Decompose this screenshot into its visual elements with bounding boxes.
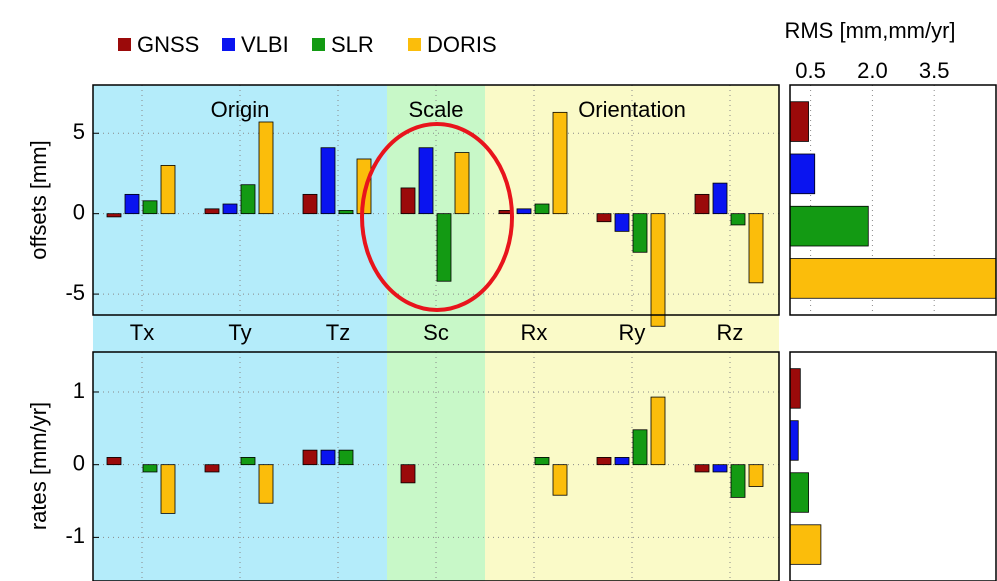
highlight-ellipse xyxy=(360,122,514,312)
bar xyxy=(142,200,158,215)
bar xyxy=(789,258,997,299)
legend-swatch xyxy=(118,38,131,51)
rates-frame xyxy=(92,351,780,581)
bar xyxy=(552,111,568,215)
x-tick-label: Rx xyxy=(521,320,548,345)
rms-rates-frame xyxy=(789,351,997,581)
bar xyxy=(124,193,140,215)
bar xyxy=(632,429,648,466)
y-tick-label: 0 xyxy=(73,199,85,224)
x-tick-label: 0.5 xyxy=(795,58,826,83)
bar xyxy=(596,213,612,223)
bar xyxy=(160,464,176,514)
y-axis-label: rates [mm/yr] xyxy=(26,402,51,530)
bar xyxy=(552,464,568,496)
x-tick-label: Tx xyxy=(130,320,154,345)
x-tick-label: Ry xyxy=(619,320,646,345)
bar xyxy=(748,213,764,284)
y-tick-label: 0 xyxy=(73,450,85,475)
bar xyxy=(320,147,336,215)
bar xyxy=(789,472,809,513)
legend-label: GNSS xyxy=(137,32,199,57)
bar xyxy=(258,121,274,215)
y-tick-label: 1 xyxy=(73,378,85,403)
rms-offsets-frame xyxy=(789,84,997,316)
x-tick-label: Tz xyxy=(326,320,350,345)
bar xyxy=(222,203,238,215)
bar xyxy=(694,464,710,473)
x-tick-label: Ty xyxy=(228,320,251,345)
frames xyxy=(92,84,997,581)
legend-label: VLBI xyxy=(241,32,289,57)
bar xyxy=(712,182,728,215)
x-tick-label: 3.5 xyxy=(919,58,950,83)
bar xyxy=(436,213,452,282)
bar xyxy=(338,210,354,215)
bar xyxy=(534,203,550,215)
bar xyxy=(142,464,158,473)
marks xyxy=(106,101,997,565)
bar xyxy=(240,457,256,466)
bar xyxy=(632,213,648,253)
y-tick-label: 5 xyxy=(73,119,85,144)
bar xyxy=(302,449,318,466)
bar xyxy=(400,464,416,484)
bar xyxy=(789,205,869,247)
x-tick-label: 2.0 xyxy=(857,58,888,83)
bar xyxy=(789,101,809,142)
bar xyxy=(789,368,801,409)
legend-label: SLR xyxy=(331,32,374,57)
x-tick-label: Rz xyxy=(717,320,744,345)
bar xyxy=(400,187,416,215)
y-axis-label: offsets [mm] xyxy=(26,140,51,259)
offsets-frame xyxy=(92,84,780,316)
bar xyxy=(240,184,256,215)
bar xyxy=(160,165,176,215)
bar xyxy=(730,213,746,226)
bar xyxy=(730,464,746,498)
y-tick-label: -1 xyxy=(65,523,85,548)
rms-title: RMS [mm,mm/yr] xyxy=(784,18,955,43)
bar xyxy=(204,464,220,473)
bar xyxy=(454,152,470,215)
region-label: Orientation xyxy=(578,97,686,122)
bar xyxy=(748,464,764,487)
region-label: Origin xyxy=(211,97,270,122)
bar xyxy=(596,457,612,466)
bar xyxy=(302,193,318,215)
bar xyxy=(650,396,666,466)
bar xyxy=(694,193,710,215)
bar xyxy=(258,464,274,504)
bar xyxy=(614,457,630,466)
grids xyxy=(93,85,935,581)
bar xyxy=(712,464,728,473)
bar xyxy=(338,449,354,466)
bar xyxy=(789,420,799,461)
bar xyxy=(418,147,434,215)
bar xyxy=(789,524,822,565)
bar xyxy=(204,208,220,215)
region-label: Scale xyxy=(408,97,463,122)
bar xyxy=(106,213,122,218)
bar xyxy=(534,457,550,466)
legend-label: DORIS xyxy=(427,32,497,57)
y-tick-label: -5 xyxy=(65,280,85,305)
legend-swatch xyxy=(408,38,421,51)
legend-swatch xyxy=(312,38,325,51)
legend-swatch xyxy=(222,38,235,51)
bar xyxy=(789,153,816,195)
labels: Origin Scale Orientation Tx Ty Tz Sc Rx Ry Rz GNSS… xyxy=(65,32,949,548)
x-tick-label: Sc xyxy=(423,320,449,345)
bar xyxy=(320,449,336,466)
bar xyxy=(614,213,630,232)
region-background xyxy=(93,85,387,581)
bar xyxy=(106,457,122,466)
bar xyxy=(650,213,666,327)
region-background xyxy=(485,85,779,581)
bar xyxy=(516,208,532,215)
